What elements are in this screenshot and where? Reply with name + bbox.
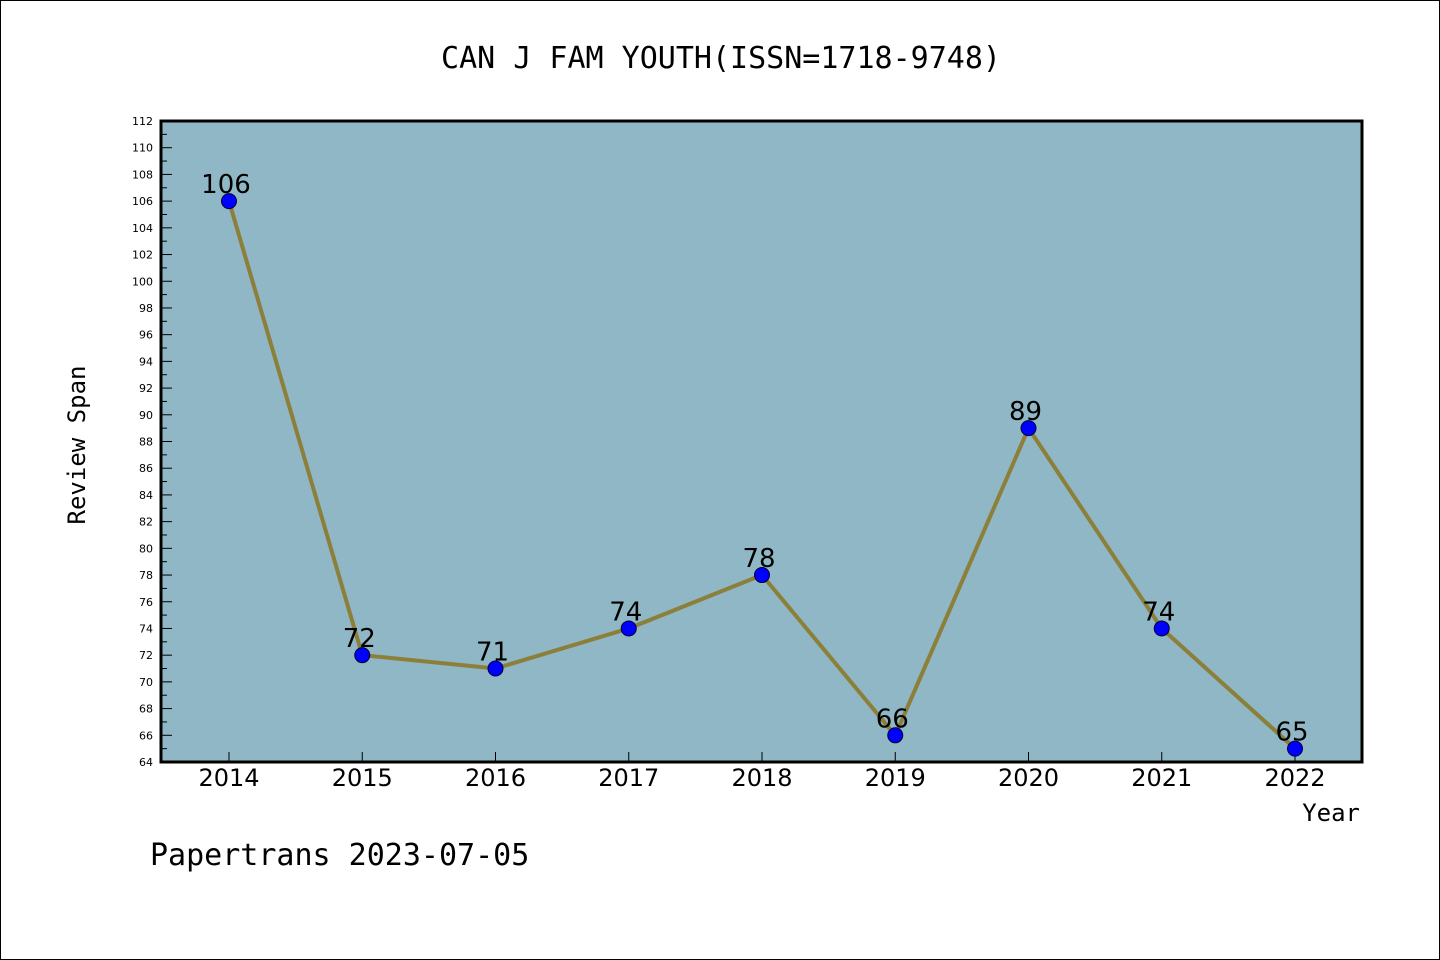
y-tick-label: 86 — [139, 462, 153, 475]
plot-area — [161, 121, 1362, 762]
y-tick-label: 96 — [139, 329, 153, 342]
data-point — [221, 193, 237, 210]
chart-title: CAN J FAM YOUTH(ISSN=1718-9748) — [441, 41, 1001, 76]
y-tick-label: 76 — [139, 596, 153, 609]
y-tick-label: 100 — [132, 275, 153, 288]
data-point — [754, 567, 770, 584]
x-tick-label: 2015 — [332, 764, 393, 792]
y-tick-label: 82 — [139, 516, 153, 529]
x-tick-label: 2014 — [198, 764, 259, 792]
y-tick-label: 70 — [139, 676, 153, 689]
x-tick-label: 2018 — [731, 764, 792, 792]
x-tick-label: 2022 — [1264, 764, 1325, 792]
data-point — [354, 647, 371, 664]
x-tick-label: 2019 — [865, 764, 926, 792]
data-point — [1287, 740, 1303, 757]
footer-watermark: Papertrans 2023-07-05 — [150, 838, 529, 873]
data-point — [1153, 620, 1170, 637]
y-tick-label: 92 — [139, 382, 153, 395]
y-tick-label: 88 — [139, 436, 153, 449]
y-tick-label: 90 — [139, 409, 153, 422]
data-point — [620, 620, 637, 637]
data-label: 74 — [1142, 597, 1175, 627]
y-tick-label: 110 — [132, 142, 153, 155]
data-point — [887, 727, 904, 744]
data-series — [221, 193, 1303, 757]
x-tick-label: 2021 — [1131, 764, 1192, 792]
x-axis: 2014 2015 2016 2017 2018 2019 2020 2021 2022 — [198, 752, 1326, 792]
data-label: 71 — [476, 638, 509, 668]
data-label: 66 — [876, 704, 909, 734]
plot-border — [159, 119, 1364, 764]
data-labels: 106 72 71 74 78 66 89 74 65 — [201, 170, 1308, 748]
data-point — [1020, 420, 1037, 437]
y-tick-label: 84 — [139, 489, 153, 502]
data-label: 65 — [1275, 718, 1308, 748]
y-axis-label: Review Span — [63, 366, 91, 525]
data-label: 74 — [609, 597, 642, 627]
y-tick-label: 108 — [132, 168, 153, 181]
x-axis-label: Year — [1302, 799, 1360, 827]
y-tick-label: 80 — [139, 542, 153, 555]
x-tick-label: 2016 — [465, 764, 526, 792]
data-label: 72 — [343, 624, 376, 654]
y-tick-label: 102 — [132, 249, 153, 262]
y-tick-label: 64 — [139, 756, 153, 769]
y-tick-label: 68 — [139, 703, 153, 716]
y-tick-label: 106 — [132, 195, 153, 208]
y-tick-label: 94 — [139, 355, 153, 368]
y-tick-label: 104 — [132, 222, 153, 235]
data-label: 89 — [1009, 397, 1042, 427]
y-axis: 64 66 68 70 72 74 76 78 80 82 84 86 88 90 92 94 96 98 100 1… — [132, 115, 172, 769]
data-label: 106 — [201, 170, 251, 200]
y-tick-label: 112 — [132, 115, 153, 128]
y-tick-label: 74 — [139, 622, 153, 635]
x-tick-label: 2017 — [598, 764, 659, 792]
data-point — [487, 660, 504, 677]
y-tick-label: 78 — [139, 569, 153, 582]
x-tick-label: 2020 — [998, 764, 1059, 792]
y-tick-label: 66 — [139, 729, 153, 742]
y-tick-label: 98 — [139, 302, 153, 315]
data-label: 78 — [742, 544, 775, 574]
y-tick-label: 72 — [139, 649, 153, 662]
